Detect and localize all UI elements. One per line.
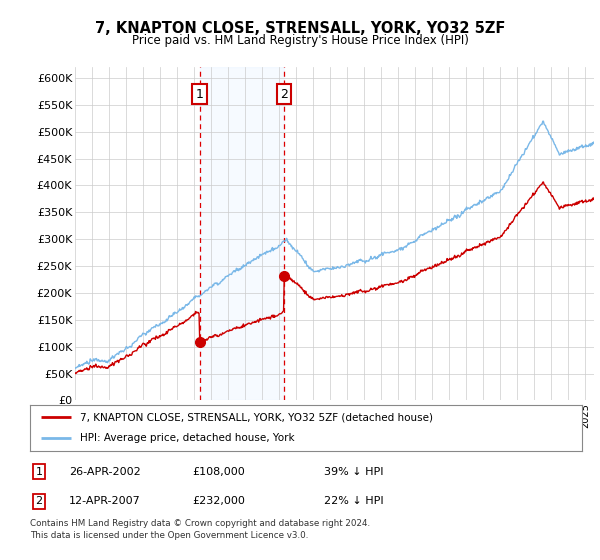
Text: 39% ↓ HPI: 39% ↓ HPI bbox=[324, 466, 383, 477]
Text: Contains HM Land Registry data © Crown copyright and database right 2024.: Contains HM Land Registry data © Crown c… bbox=[30, 519, 370, 528]
Text: 1: 1 bbox=[196, 87, 203, 101]
Text: £232,000: £232,000 bbox=[192, 496, 245, 506]
Text: £108,000: £108,000 bbox=[192, 466, 245, 477]
Text: 12-APR-2007: 12-APR-2007 bbox=[69, 496, 141, 506]
Text: 1: 1 bbox=[35, 466, 43, 477]
Text: 7, KNAPTON CLOSE, STRENSALL, YORK, YO32 5ZF (detached house): 7, KNAPTON CLOSE, STRENSALL, YORK, YO32 … bbox=[80, 412, 433, 422]
Text: 26-APR-2002: 26-APR-2002 bbox=[69, 466, 141, 477]
Text: 2: 2 bbox=[280, 87, 288, 101]
Text: 2: 2 bbox=[35, 496, 43, 506]
Text: Price paid vs. HM Land Registry's House Price Index (HPI): Price paid vs. HM Land Registry's House … bbox=[131, 34, 469, 46]
Bar bbox=[200, 67, 284, 400]
Text: 7, KNAPTON CLOSE, STRENSALL, YORK, YO32 5ZF: 7, KNAPTON CLOSE, STRENSALL, YORK, YO32 … bbox=[95, 21, 505, 36]
Text: HPI: Average price, detached house, York: HPI: Average price, detached house, York bbox=[80, 433, 295, 444]
Text: 22% ↓ HPI: 22% ↓ HPI bbox=[324, 496, 383, 506]
Text: This data is licensed under the Open Government Licence v3.0.: This data is licensed under the Open Gov… bbox=[30, 531, 308, 540]
